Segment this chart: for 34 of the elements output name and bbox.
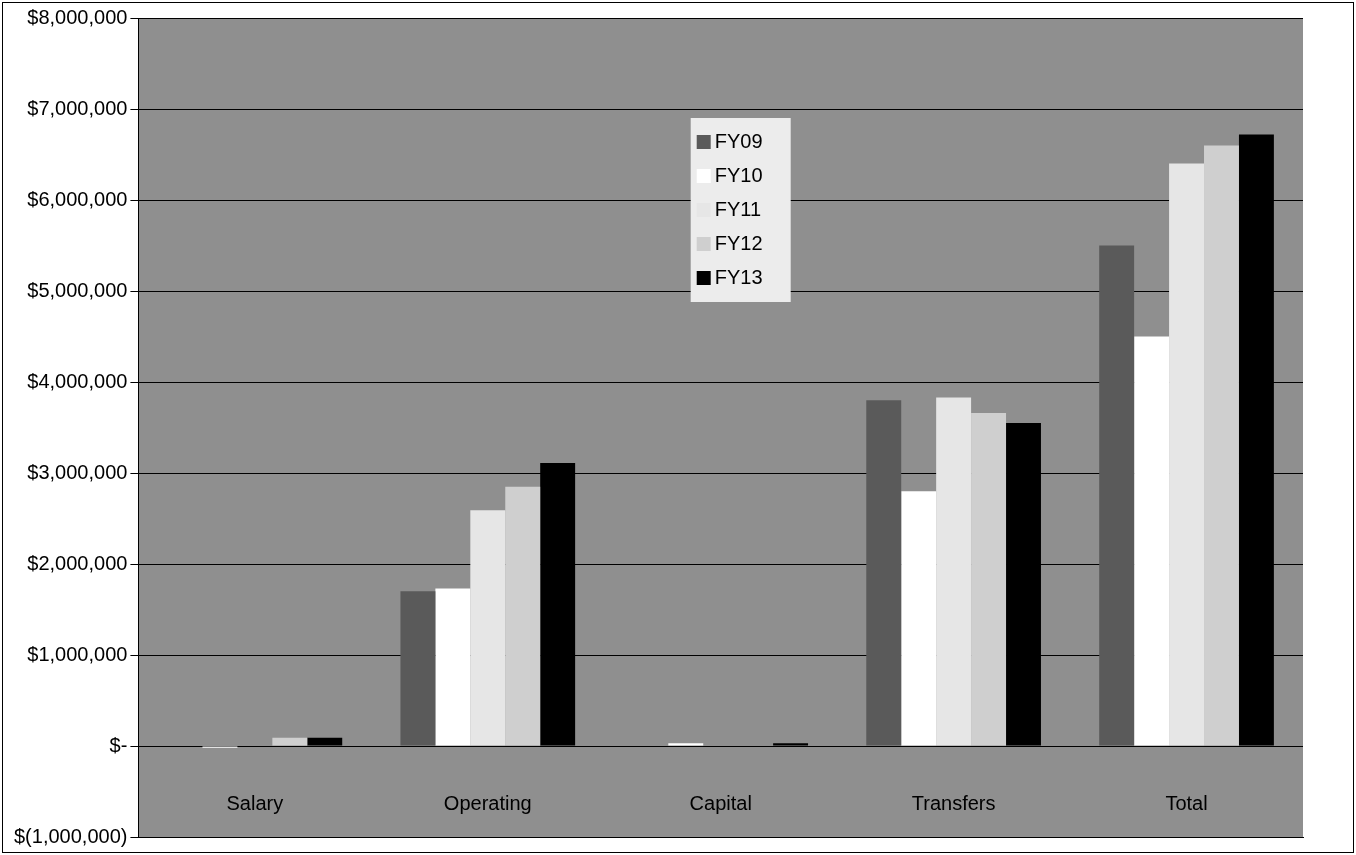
bar (866, 400, 902, 746)
bar (505, 486, 541, 746)
x-tick-label: Operating (443, 791, 532, 814)
bar (936, 397, 972, 746)
bar (1134, 336, 1170, 746)
legend-label: FY11 (714, 197, 762, 220)
y-tick-label: $8,000,000 (27, 5, 128, 28)
legend-label: FY09 (714, 129, 763, 152)
y-tick-label: $4,000,000 (27, 369, 128, 392)
bar (1169, 163, 1205, 746)
bar (470, 510, 506, 746)
bar (901, 491, 937, 746)
bar (1204, 145, 1239, 746)
bar (1099, 245, 1135, 746)
y-tick-label: $2,000,000 (27, 551, 128, 574)
x-tick-label: Salary (226, 791, 284, 814)
bar (435, 588, 471, 746)
legend-label: FY13 (714, 265, 763, 288)
x-tick-label: Capital (689, 791, 752, 814)
x-tick-label: Transfers (911, 791, 996, 814)
y-tick-label: $3,000,000 (27, 460, 128, 483)
legend-label: FY10 (714, 163, 763, 186)
legend-label: FY12 (714, 231, 763, 254)
y-tick-label: $- (109, 733, 128, 756)
y-tick-label: $5,000,000 (27, 278, 128, 301)
x-tick-label: Total (1165, 791, 1208, 814)
bar (272, 737, 308, 746)
bar (668, 743, 704, 746)
bar (971, 412, 1007, 746)
y-tick-label: $7,000,000 (27, 96, 128, 119)
bar (400, 591, 436, 746)
y-tick-label: $(1,000,000) (14, 824, 128, 847)
y-tick-label: $1,000,000 (27, 642, 128, 665)
y-tick-label: $6,000,000 (27, 187, 128, 210)
